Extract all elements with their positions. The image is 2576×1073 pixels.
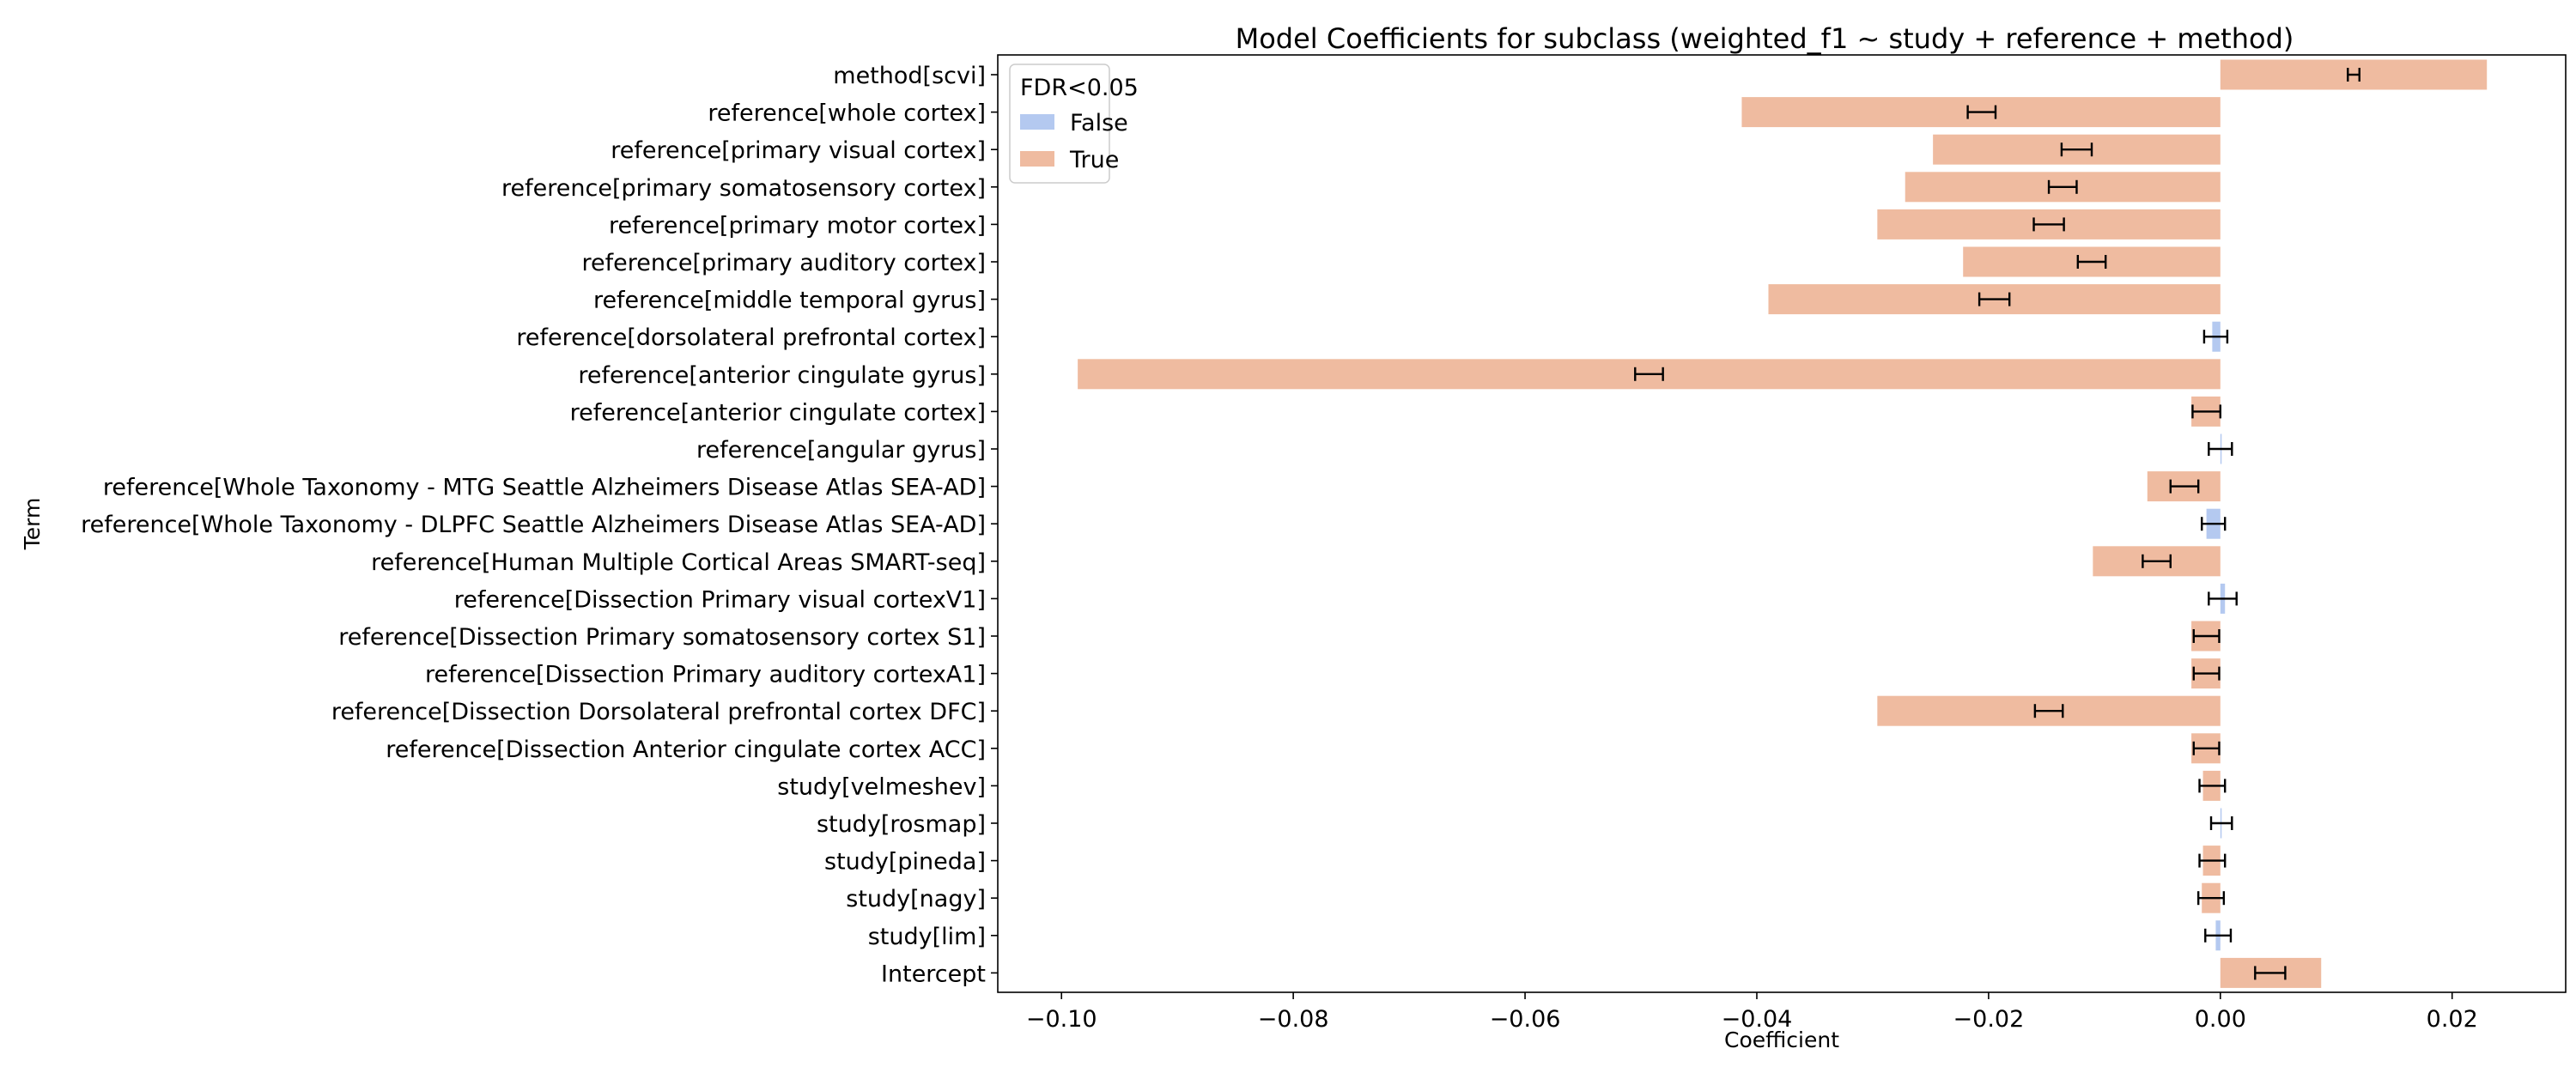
x-tick-label-2: −0.06 <box>1490 1006 1561 1033</box>
y-tick-label-19: study[velmeshev] <box>777 773 986 800</box>
y-tick-label-1: reference[whole cortex] <box>708 100 986 127</box>
y-tick-label-9: reference[anterior cingulate cortex] <box>570 399 986 426</box>
y-tick-label-22: study[nagy] <box>846 886 986 912</box>
y-tick-label-8: reference[anterior cingulate gyrus] <box>578 362 986 389</box>
y-tick-label-4: reference[primary motor cortex] <box>609 212 986 239</box>
y-tick-label-15: reference[Dissection Primary somatosenso… <box>338 624 986 651</box>
error-bars-layer <box>1634 68 2360 980</box>
y-tick-label-24: Intercept <box>881 961 986 987</box>
y-tick-label-12: reference[Whole Taxonomy - DLPFC Seattle… <box>81 512 986 538</box>
plot-frame <box>997 54 2567 993</box>
y-tick-label-10: reference[angular gyrus] <box>696 437 986 464</box>
legend-title: FDR<0.05 <box>1020 75 1139 101</box>
legend-label-true: True <box>1069 147 1119 173</box>
y-tick-label-11: reference[Whole Taxonomy - MTG Seattle A… <box>103 475 986 501</box>
x-tick-label-6: 0.02 <box>2427 1006 2478 1033</box>
legend-label-false: False <box>1070 110 1128 136</box>
legend-swatch-false <box>1020 114 1054 130</box>
bars-layer <box>1078 59 2488 988</box>
y-tick-label-5: reference[primary auditory cortex] <box>582 250 986 276</box>
chart-title: Model Coefficients for subclass (weighte… <box>1236 22 2294 55</box>
y-tick-label-23: study[lim] <box>868 924 986 950</box>
x-tick-label-3: −0.04 <box>1722 1006 1793 1033</box>
y-axis-label: Term <box>20 498 45 551</box>
y-tick-label-2: reference[primary visual cortex] <box>611 137 986 164</box>
y-tick-label-13: reference[Human Multiple Cortical Areas … <box>371 549 986 576</box>
y-tick-label-20: study[rosmap] <box>817 811 986 838</box>
y-axis: method[scvi] reference[whole cortex] refer… <box>81 63 998 987</box>
y-tick-label-16: reference[Dissection Primary auditory co… <box>425 662 986 688</box>
y-tick-label-21: study[pineda] <box>824 849 986 876</box>
y-tick-label-14: reference[Dissection Primary visual cort… <box>454 586 986 613</box>
legend: FDR<0.05 False True <box>1009 64 1139 184</box>
y-tick-label-6: reference[middle temporal gyrus] <box>593 288 986 314</box>
y-tick-label-18: reference[Dissection Anterior cingulate … <box>386 737 986 763</box>
x-tick-label-5: 0.00 <box>2195 1006 2246 1033</box>
x-tick-label-1: −0.08 <box>1258 1006 1329 1033</box>
x-tick-label-4: −0.02 <box>1953 1006 2025 1033</box>
y-tick-label-0: method[scvi] <box>833 63 986 89</box>
y-tick-label-3: reference[primary somatosensory cortex] <box>501 175 986 202</box>
x-axis: −0.10 −0.08 −0.06 −0.04 −0.02 0.00 0.02 <box>1026 992 2478 1033</box>
y-tick-label-7: reference[dorsolateral prefrontal cortex… <box>516 324 986 351</box>
y-tick-label-17: reference[Dissection Dorsolateral prefro… <box>331 699 986 725</box>
legend-swatch-true <box>1020 151 1054 167</box>
x-tick-label-0: −0.10 <box>1026 1006 1097 1033</box>
x-axis-label: Coefficient <box>1724 1028 1839 1052</box>
